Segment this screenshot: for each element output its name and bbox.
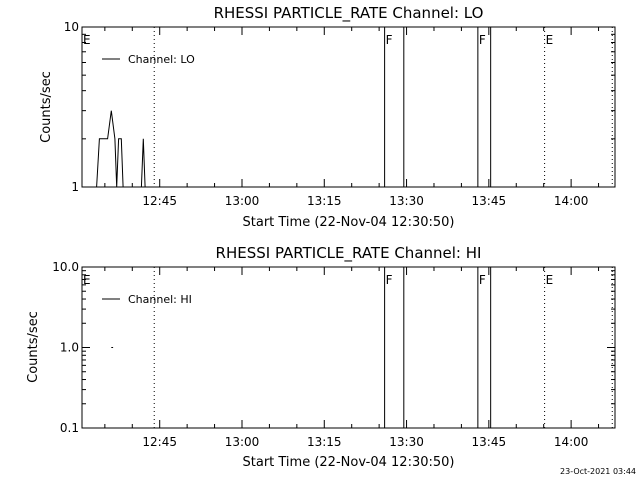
panel2-y-axis-label: Counts/sec [26, 311, 41, 383]
panel1-x-tick-label: 13:30 [389, 194, 424, 208]
panel2-x-tick-label: 13:30 [389, 435, 424, 449]
panel2-event-marker-label: F [386, 273, 393, 287]
panel2-x-tick-label: 13:45 [472, 435, 507, 449]
footer-timestamp: 23-Oct-2021 03:44 [560, 467, 636, 476]
panel1-event-marker-label: F [386, 33, 393, 47]
panel1-y-axis-label: Counts/sec [39, 71, 54, 143]
panel1-x-tick-label: 13:15 [307, 194, 342, 208]
panel1-event-marker-label: F [479, 33, 486, 47]
panel1-y-tick-label: 10 [64, 20, 79, 34]
panel1-series-line [96, 110, 146, 188]
panel2-event-marker-label: E [546, 273, 554, 287]
panel1-x-axis-label: Start Time (22-Nov-04 12:30:50) [243, 215, 455, 230]
panel2-legend-label: Channel: HI [128, 293, 192, 306]
panel1-legend-label: Channel: LO [128, 53, 195, 66]
panel2-plot-frame [81, 266, 616, 429]
panel1-x-tick-label: 14:00 [554, 194, 589, 208]
panel1-plot-frame [81, 26, 616, 188]
panel2-chart-title: RHESSI PARTICLE_RATE Channel: HI [216, 244, 482, 263]
panel2-x-tick-label: 13:15 [307, 435, 342, 449]
panel2-x-tick-label: 14:00 [554, 435, 589, 449]
panel1-x-tick-label: 13:45 [472, 194, 507, 208]
panel2-event-marker-label: F [479, 273, 486, 287]
panel2-x-axis-label: Start Time (22-Nov-04 12:30:50) [243, 455, 455, 470]
panel2-y-tick-label: 10.0 [52, 260, 79, 274]
panel1-event-marker-label: E [83, 33, 91, 47]
panel1-y-tick-label: 1 [71, 180, 79, 194]
panel1-x-tick-label: 12:45 [142, 194, 177, 208]
panel1-x-tick-label: 13:00 [225, 194, 260, 208]
panel2-x-tick-label: 13:00 [225, 435, 260, 449]
panel2-y-tick-label: 0.1 [60, 421, 79, 435]
panel2-event-marker-label: E [83, 273, 91, 287]
panel1-chart-title: RHESSI PARTICLE_RATE Channel: LO [214, 4, 484, 23]
panel2-x-tick-label: 12:45 [142, 435, 177, 449]
panel2-y-tick-label: 1.0 [60, 341, 79, 355]
panel1-event-marker-label: E [546, 33, 554, 47]
